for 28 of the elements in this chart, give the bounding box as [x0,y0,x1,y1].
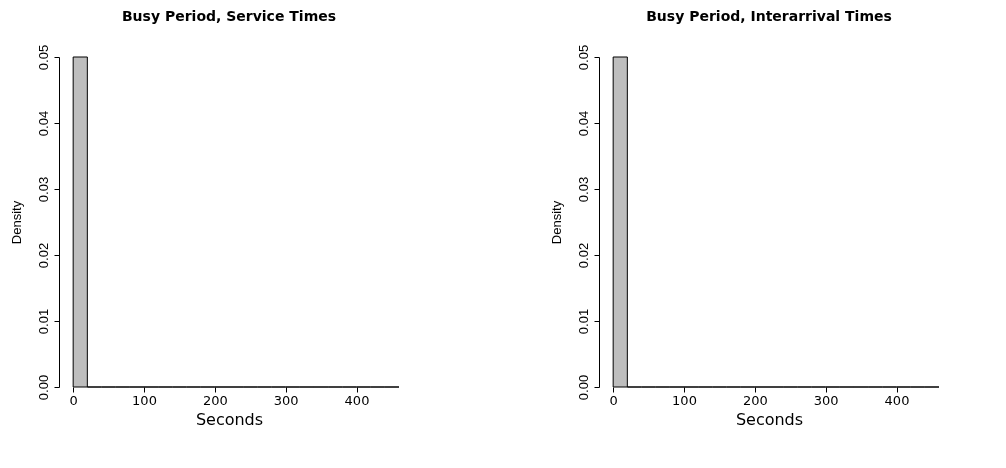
y-axis-title: Density [8,200,24,245]
y-tick-label: 0.03 [575,176,591,203]
x-tick-label: 400 [344,392,370,408]
y-tick-label: 0.01 [35,308,51,335]
chart-title: Busy Period, Service Times [121,8,337,25]
x-axis-title: Seconds [195,409,264,429]
y-tick-label: 0.05 [35,44,51,71]
x-tick-label: 300 [273,392,299,408]
y-tick-label: 0.02 [35,242,51,269]
y-tick-label: 0.02 [575,242,591,269]
x-tick-label: 200 [742,392,768,408]
y-tick-label: 0.01 [575,308,591,335]
y-tick-label: 0.05 [575,44,591,71]
x-axis-title: Seconds [735,409,804,429]
x-tick-label: 400 [884,392,910,408]
x-tick-label: 100 [672,392,697,408]
x-tick-label: 200 [202,392,228,408]
y-tick-label: 0.04 [575,110,591,137]
y-tick-label: 0.03 [35,176,51,203]
x-tick-label: 0 [69,392,78,408]
x-tick-label: 100 [132,392,157,408]
y-tick-label: 0.00 [575,374,591,401]
y-tick-label: 0.00 [35,374,51,401]
x-tick-label: 300 [813,392,839,408]
y-axis-title: Density [548,200,564,245]
y-tick-label: 0.04 [35,110,51,137]
chart-title: Busy Period, Interarrival Times [646,8,892,25]
x-tick-label: 0 [609,392,618,408]
